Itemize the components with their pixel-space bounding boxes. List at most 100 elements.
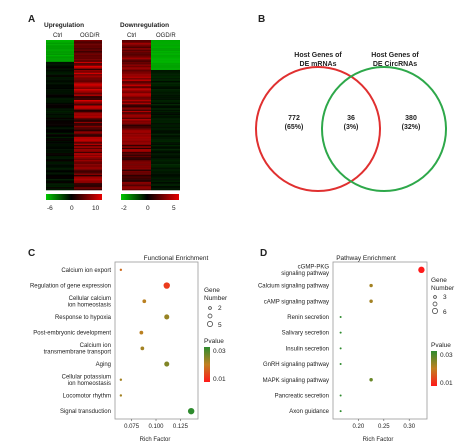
heatmap-cell xyxy=(151,165,180,168)
heatmap-cell xyxy=(74,124,102,127)
heatmap-cell xyxy=(151,147,180,150)
heatmap-cell xyxy=(46,98,74,101)
heatmap-cell xyxy=(122,173,151,176)
heatmap-cell xyxy=(46,91,74,94)
heatmap-cell xyxy=(122,128,151,131)
chart-c-color-legend-low: 0.01 xyxy=(213,376,226,383)
chart-c-size-legend-title-2: Number xyxy=(204,295,228,302)
heatmap-cell xyxy=(151,64,180,67)
heatmap-cell xyxy=(46,140,74,143)
up-heatmap xyxy=(46,40,102,191)
chart-d-size-legend-label-min: 3 xyxy=(443,294,447,301)
chart-d-size-legend-small xyxy=(433,295,437,299)
heatmap-cell xyxy=(74,175,102,177)
heatmap-cell xyxy=(46,185,74,188)
heatmap-cell xyxy=(151,101,180,104)
heatmap-cell xyxy=(122,147,151,150)
heatmap-cell xyxy=(46,176,74,179)
heatmap-cell xyxy=(46,100,74,102)
category-label: ion homeostasis xyxy=(68,303,111,309)
heatmap-cell xyxy=(46,169,74,172)
heatmap-cell xyxy=(46,188,74,191)
heatmap-cell xyxy=(122,136,151,139)
heatmap-cell xyxy=(74,40,102,42)
heatmap-cell xyxy=(122,95,151,98)
heatmap-cell xyxy=(122,72,151,75)
heatmap-cell xyxy=(46,89,74,91)
heatmap-cell xyxy=(122,71,151,74)
heatmap-cell xyxy=(151,53,180,56)
heatmap-cell xyxy=(46,179,74,181)
chart-d-color-legend-bar xyxy=(431,351,437,386)
category-label: Calcium ion xyxy=(80,343,111,349)
heatmap-cell xyxy=(74,166,102,169)
heatmap-cell xyxy=(122,105,151,108)
heatmap-cell xyxy=(122,104,151,106)
heatmap-cell xyxy=(122,166,151,169)
heatmap-cell xyxy=(151,127,180,129)
heatmap-cell xyxy=(74,176,102,179)
chart-d-color-legend-high: 0.03 xyxy=(440,352,453,359)
heatmap-cell xyxy=(74,157,102,159)
heatmap-cell xyxy=(46,168,74,170)
venn-right-circle xyxy=(321,66,447,192)
heatmap-cell xyxy=(46,154,74,157)
heatmap-cell xyxy=(74,146,102,149)
heatmap-cell xyxy=(74,109,102,112)
heatmap-cell xyxy=(74,173,102,176)
heatmap-cell xyxy=(122,110,151,113)
heatmap-cell xyxy=(151,142,180,144)
category-label: Axon guidance xyxy=(289,409,329,415)
heatmap-cell xyxy=(151,95,180,98)
category-label: Locomotor rhythm xyxy=(63,393,111,399)
heatmap-cell xyxy=(151,72,180,75)
heatmap-cell xyxy=(74,97,102,99)
heatmap-cell xyxy=(46,45,74,48)
chart-d-size-legend-large xyxy=(432,308,438,314)
data-point xyxy=(119,378,123,381)
heatmap-cell xyxy=(46,125,74,128)
panel-letter-d: D xyxy=(260,248,267,259)
heatmap-cell xyxy=(74,90,102,93)
down-heatmap xyxy=(122,40,180,191)
heatmap-cell xyxy=(46,56,74,59)
heatmap-cell xyxy=(122,139,151,142)
heatmap-cell xyxy=(74,142,102,144)
heatmap-cell xyxy=(151,75,180,78)
heatmap-cell xyxy=(151,183,180,185)
heatmap-cell xyxy=(74,112,102,114)
heatmap-cell xyxy=(122,57,151,60)
heatmap-cell xyxy=(122,158,151,161)
heatmap-cell xyxy=(122,180,151,183)
heatmap-cell xyxy=(122,50,151,53)
heatmap-cell xyxy=(74,170,102,173)
chart-d-size-legend-label-max: 6 xyxy=(443,309,447,316)
heatmap-cell xyxy=(151,63,180,65)
heatmap-cell xyxy=(46,60,74,63)
heatmap-cell xyxy=(74,145,102,147)
heatmap-cell xyxy=(151,79,180,82)
heatmap-cell xyxy=(46,151,74,154)
chart-d-title: Pathway Enrichment xyxy=(336,255,396,262)
heatmap-cell xyxy=(46,121,74,124)
heatmap-cell xyxy=(74,160,102,162)
heatmap-cell xyxy=(151,108,180,110)
heatmap-cell xyxy=(151,46,180,49)
heatmap-cell xyxy=(151,151,180,154)
data-point xyxy=(339,394,342,397)
venn-overlap-count: 36 xyxy=(347,115,355,122)
chart-c-points xyxy=(119,268,195,415)
heatmap-cell xyxy=(122,177,151,180)
heatmap-cell xyxy=(46,187,74,189)
heatmap-cell xyxy=(122,187,151,189)
heatmap-cell xyxy=(46,95,74,98)
heatmap-cell xyxy=(46,165,74,168)
heatmap-cell xyxy=(46,42,74,45)
heatmap-cell xyxy=(122,119,151,121)
heatmap-cell xyxy=(122,102,151,105)
heatmap-cell xyxy=(151,87,180,90)
x-tick-label: 0.075 xyxy=(124,424,140,430)
heatmap-cell xyxy=(74,149,102,151)
heatmap-cell xyxy=(74,57,102,60)
heatmap-cell xyxy=(74,140,102,143)
